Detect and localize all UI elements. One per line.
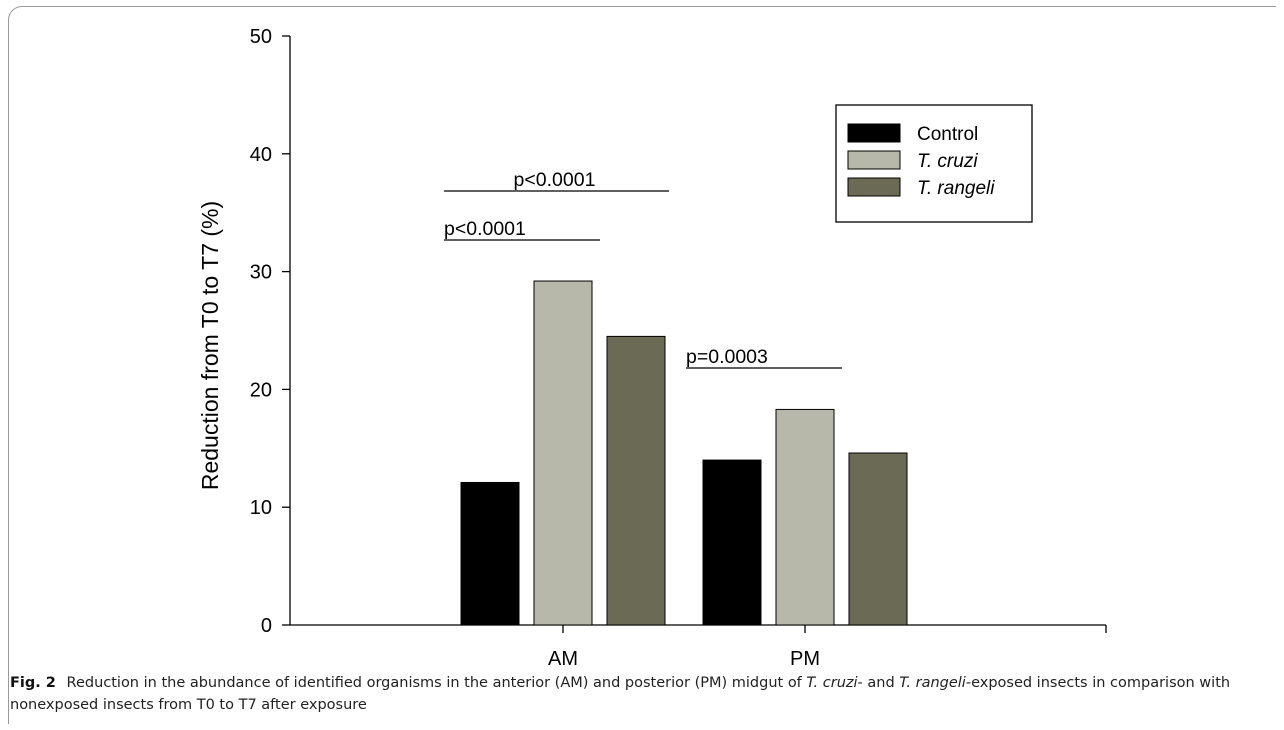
x-tick-label: AM: [548, 648, 578, 670]
caption-text: Reduction in the abundance of identified…: [10, 675, 1230, 713]
y-tick-label: 10: [250, 497, 272, 519]
y-tick-label: 0: [261, 615, 272, 637]
caption-species-name: T. rangeli: [899, 675, 966, 691]
significance-label: p=0.0003: [686, 346, 768, 368]
significance-label: p<0.0001: [444, 218, 526, 240]
bar: [775, 408, 835, 626]
bar: [606, 335, 666, 626]
y-tick-label: 50: [250, 26, 272, 48]
y-tick-label: 30: [250, 262, 272, 284]
bar: [702, 459, 762, 626]
y-axis-label: Reduction from T0 to T7 (%): [197, 201, 223, 490]
x-tick-label: PM: [790, 648, 820, 670]
legend-label: T. rangeli: [917, 178, 995, 199]
legend-label: T. cruzi: [917, 151, 978, 172]
legend-swatch: [847, 123, 901, 143]
bar: [460, 481, 520, 626]
bar-chart: 0 10 20 30 40 50 Reduction from T0 to T7 (%) AM…: [197, 26, 1107, 670]
caption-fragment: -exposed insects in comparison with none…: [10, 675, 1231, 713]
legend-swatch: [847, 177, 901, 197]
caption-fragment: Reduction in the abundance of identified…: [66, 675, 807, 691]
figure-caption: Fig. 2 Reduction in the abundance of ide…: [10, 672, 1272, 716]
caption-species-name: T. cruzi: [806, 675, 858, 691]
bar: [848, 452, 908, 626]
figure-frame: [8, 6, 1276, 724]
caption-fragment: - and: [857, 675, 900, 691]
figure-label: Fig. 2: [10, 675, 56, 691]
legend-swatch: [847, 150, 901, 170]
bar: [533, 280, 593, 626]
legend-label: Control: [917, 124, 978, 145]
significance-label: p<0.0001: [514, 169, 596, 191]
y-tick-label: 20: [250, 379, 272, 401]
y-tick-label: 40: [250, 144, 272, 166]
